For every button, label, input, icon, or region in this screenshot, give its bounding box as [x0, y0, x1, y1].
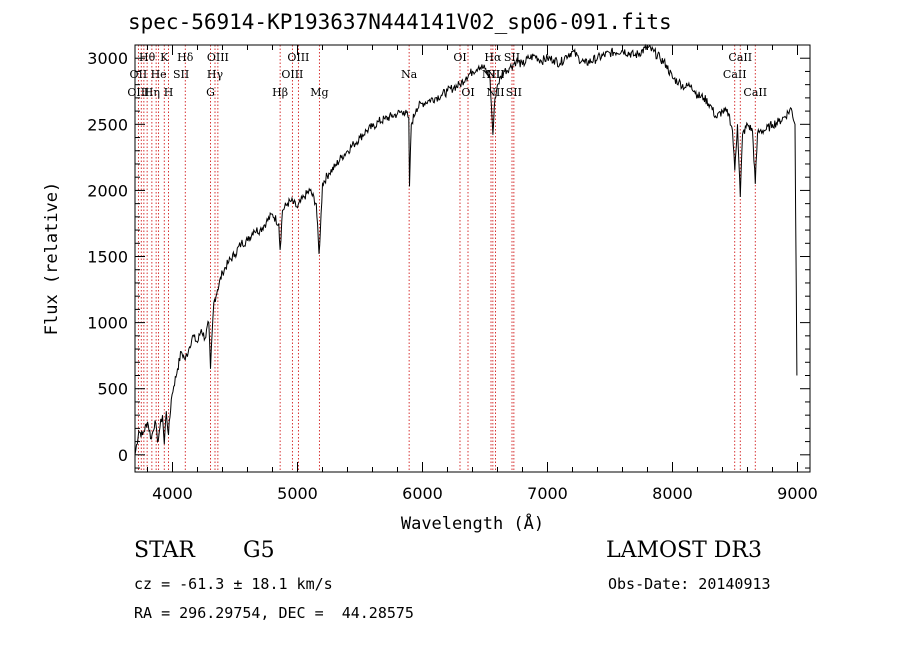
line-marker-label: Hδ	[177, 51, 194, 64]
x-tick-label: 4000	[152, 484, 193, 503]
line-marker-label: OIII	[287, 51, 309, 64]
line-marker-group	[137, 45, 756, 472]
line-marker-label: SII	[504, 51, 520, 64]
y-tick-label: 500	[97, 380, 128, 399]
y-tick-label: 0	[118, 446, 128, 465]
line-marker-label: SII	[506, 86, 522, 99]
line-marker-label: NII	[482, 68, 500, 81]
line-marker-label: H	[164, 86, 174, 99]
coordinates: RA = 296.29754, DEC = 44.28575	[134, 604, 414, 622]
line-marker-label: K	[160, 51, 169, 64]
y-tick-label: 1000	[87, 314, 128, 333]
y-tick-label: 3000	[87, 49, 128, 68]
object-class: STAR	[134, 538, 195, 563]
line-marker-label: OIII	[281, 68, 303, 81]
flux-series-line	[134, 43, 798, 455]
line-marker-label: OI	[453, 51, 466, 64]
x-tick-label: 9000	[777, 484, 818, 503]
line-marker-label: Hγ	[207, 68, 224, 81]
line-marker-label: CaII	[728, 51, 752, 64]
line-marker-label: G	[206, 86, 215, 99]
axis-ticks: 4000 5000 6000 7000 8000 9000 0 500 1000 1500 2000…	[87, 44, 818, 503]
line-marker-label: He	[151, 68, 167, 81]
line-marker-label: Na	[401, 68, 418, 81]
x-tick-label: 5000	[277, 484, 318, 503]
redshift-readout: cz = -61.3 ± 18.1 km/s	[134, 575, 333, 593]
x-tick-label: 8000	[652, 484, 693, 503]
x-axis-label: Wavelength (Å)	[401, 512, 544, 534]
line-marker-label: Hη	[144, 86, 160, 99]
line-marker-label: Hα	[484, 51, 502, 64]
line-marker-label: NII	[486, 86, 504, 99]
x-tick-label: 6000	[402, 484, 443, 503]
line-marker-label: CaII	[743, 86, 767, 99]
line-marker-label: OIII	[127, 86, 149, 99]
line-marker-label: Hβ	[272, 86, 288, 99]
line-marker-label: CaII	[723, 68, 747, 81]
line-marker-label: OII	[130, 68, 148, 81]
line-marker-label: SII	[173, 68, 189, 81]
y-tick-label: 1500	[87, 248, 128, 267]
line-marker-label: Mg	[310, 86, 328, 99]
line-marker-label: OIII	[207, 51, 229, 64]
line-marker-label: OI	[461, 86, 474, 99]
plot-frame	[134, 44, 811, 473]
y-axis-label: Flux (relative)	[42, 182, 62, 336]
y-tick-label: 2000	[87, 181, 128, 200]
line-marker-label: Hθ	[139, 51, 156, 64]
survey-name: LAMOST DR3	[606, 538, 762, 563]
object-subclass: G5	[243, 538, 275, 563]
obs-date: Obs-Date: 20140913	[608, 575, 771, 593]
line-marker-label: NII	[486, 68, 504, 81]
y-tick-label: 2500	[87, 115, 128, 134]
x-tick-label: 7000	[527, 484, 568, 503]
chart-title: spec-56914-KP193637N444141V02_sp06-091.f…	[128, 10, 672, 34]
